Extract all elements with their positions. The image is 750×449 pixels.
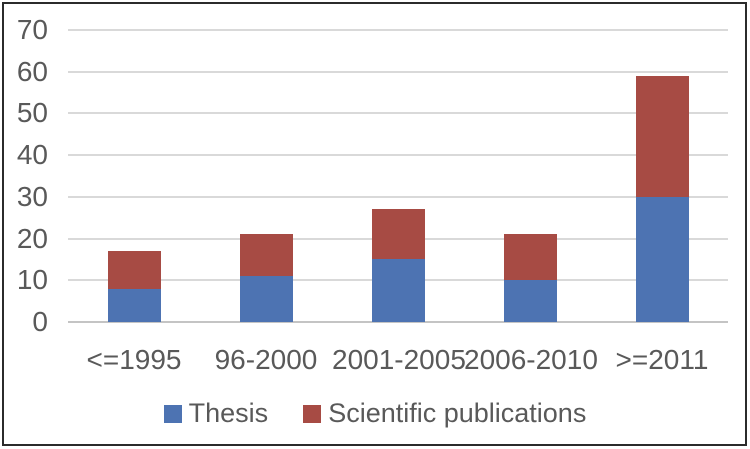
y-tick-label: 40	[16, 139, 48, 171]
chart-legend: Thesis Scientific publications	[0, 398, 750, 429]
y-tick-label: 10	[16, 264, 48, 296]
x-tick-label: 2006-2010	[464, 344, 598, 375]
y-tick-label: 70	[16, 14, 48, 45]
bar-segment-scientific-publications-2011	[635, 75, 689, 197]
gridline	[68, 70, 728, 73]
y-tick-label: 0	[32, 306, 48, 337]
legend-item-thesis: Thesis	[163, 398, 269, 429]
y-tick-label: 50	[16, 97, 48, 129]
y-tick-label: 20	[16, 222, 48, 254]
x-tick-label: <=1995	[86, 344, 182, 375]
bar-segment-thesis-2011	[635, 196, 689, 322]
bar-segment-thesis-2006-2010	[503, 280, 557, 322]
legend-label: Scientific publications	[328, 398, 587, 428]
legend-item-scientific-publications: Scientific publications	[303, 398, 586, 429]
legend-label: Thesis	[188, 398, 269, 428]
x-tick-label: >=2011	[615, 344, 709, 375]
bar-segment-scientific-publications-96-2000	[239, 234, 293, 277]
legend-swatch-thesis	[163, 404, 182, 423]
x-tick-label: 96-2000	[214, 344, 318, 375]
gridline	[68, 195, 728, 198]
y-tick-label: 60	[16, 55, 48, 87]
bar-segment-thesis-1995	[107, 288, 161, 322]
bar-segment-scientific-publications-2001-2005	[371, 209, 425, 260]
x-axis-line	[68, 321, 728, 323]
y-tick-label: 30	[16, 180, 48, 212]
gridline	[68, 154, 728, 157]
gridline	[68, 112, 728, 115]
gridline	[68, 29, 728, 31]
bar-segment-thesis-2001-2005	[371, 259, 425, 322]
bar-segment-thesis-96-2000	[239, 276, 293, 322]
bar-segment-scientific-publications-2006-2010	[503, 234, 557, 281]
x-tick-label: 2001-2005	[332, 344, 466, 375]
bar-segment-scientific-publications-1995	[107, 251, 161, 289]
legend-swatch-scientific-publications	[303, 404, 322, 423]
